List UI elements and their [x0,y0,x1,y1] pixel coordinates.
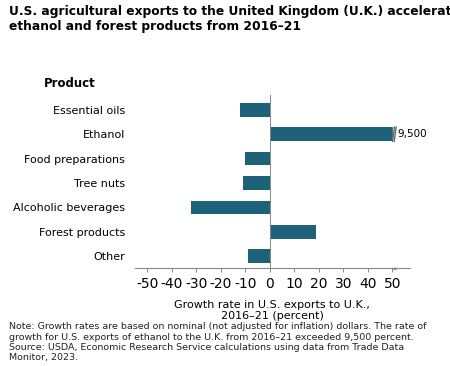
Bar [191,201,270,214]
Bar [270,127,397,141]
Text: Note: Growth rates are based on nominal (not adjusted for inflation) dollars. Th: Note: Growth rates are based on nominal … [9,322,427,362]
Bar [248,250,270,263]
Bar [270,225,316,239]
Bar [393,126,398,142]
Text: U.S. agricultural exports to the United Kingdom (U.K.) accelerated for
ethanol a: U.S. agricultural exports to the United … [9,5,450,34]
X-axis label: Growth rate in U.S. exports to U.K.,
2016–21 (percent): Growth rate in U.S. exports to U.K., 201… [174,300,370,321]
Bar [245,152,270,165]
Bar [240,103,270,116]
Bar [243,176,270,190]
Text: Product: Product [44,76,95,90]
Text: 9,500: 9,500 [397,129,427,139]
